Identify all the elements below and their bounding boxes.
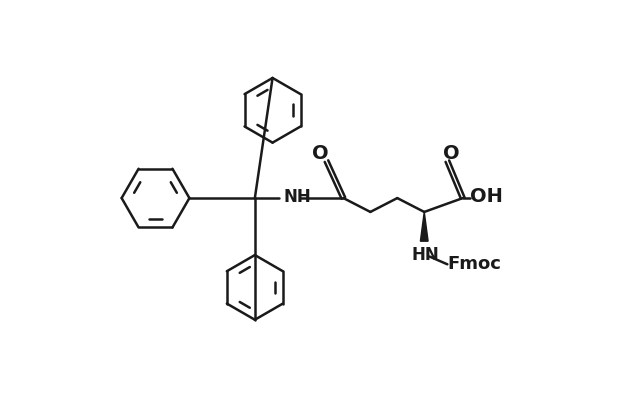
- Text: NH: NH: [284, 187, 311, 206]
- Text: OH: OH: [470, 187, 503, 206]
- Polygon shape: [420, 212, 428, 241]
- Text: Fmoc: Fmoc: [447, 255, 501, 273]
- Text: O: O: [443, 144, 460, 163]
- Text: O: O: [312, 144, 328, 163]
- Text: HN: HN: [411, 246, 439, 264]
